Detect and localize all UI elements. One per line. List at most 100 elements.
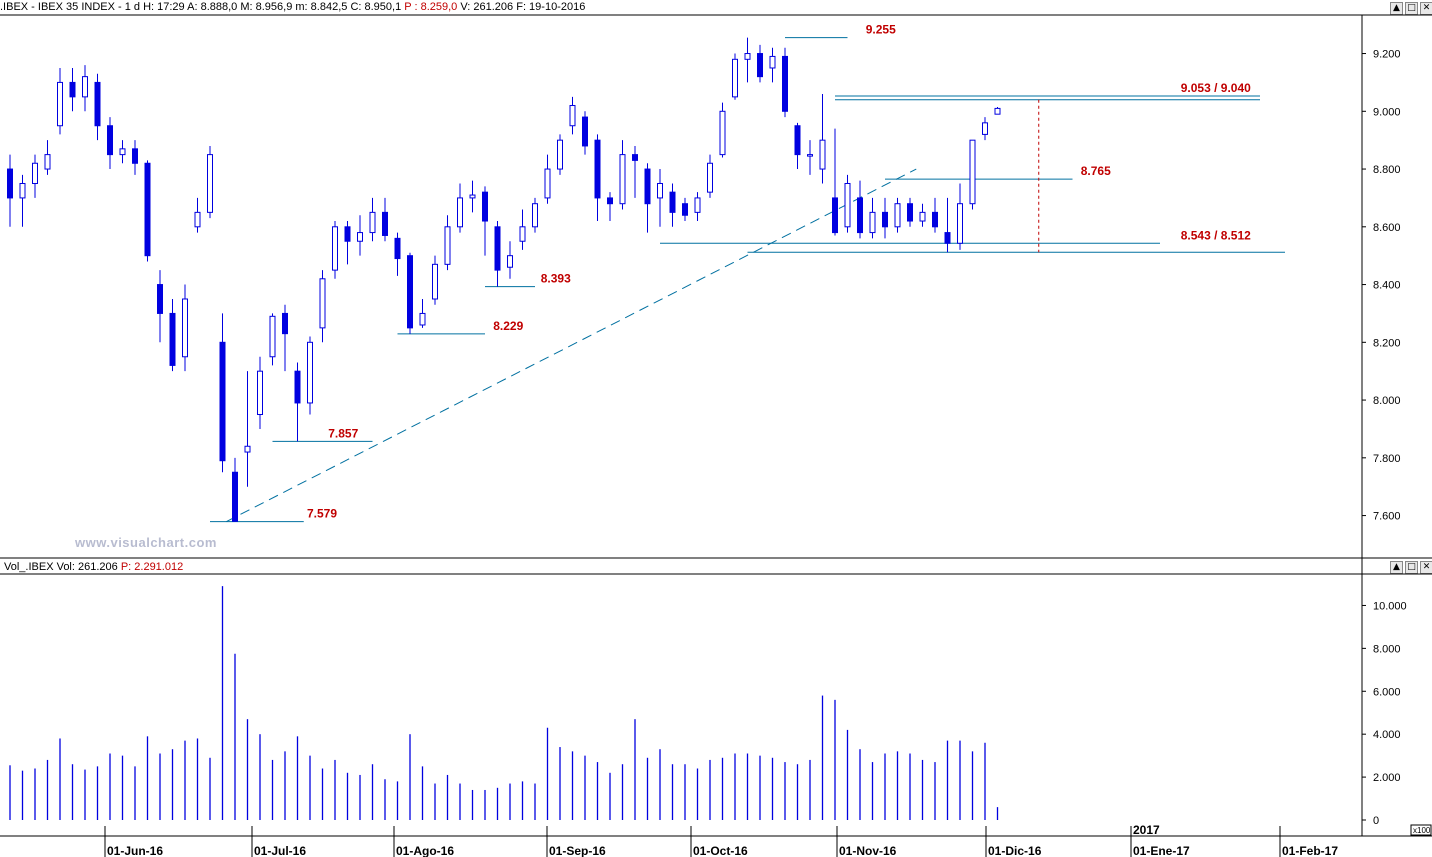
candle-body [44,154,51,170]
price-tick-label: 8.800 [1373,164,1401,176]
candle-body [132,148,138,164]
candle-body [207,154,213,213]
candle-body [882,211,888,228]
candle-body [444,226,451,265]
volume-tick-label: 10.000 [1373,600,1407,612]
candle-body [669,191,676,213]
x-tick-label: 01-Feb-17 [1282,844,1338,857]
candle-body [919,211,926,222]
candle-body [194,211,201,228]
candle-body [769,55,776,69]
candle-body [757,53,763,78]
candle-body [707,162,713,193]
candle-body [982,122,988,135]
candle-body [732,58,738,98]
level-label: 7.579 [307,507,337,521]
level-labels: 9.255 9.053 / 9.040 8.765 8.543 / 8.512 8.39… [307,23,1251,521]
date-label: F: 19-10-2016 [516,1,586,13]
candle-body [232,471,238,522]
candle-body [819,139,826,170]
level-label: 9.255 [866,23,896,37]
volume-tick-label: 6.000 [1373,686,1401,698]
price-tick-label: 9.200 [1373,49,1401,61]
candle-body [394,237,401,260]
min-label: m: 8.842,5 [295,1,348,13]
x-tick-label: 01-Oct-16 [693,844,748,857]
volume-series [9,586,999,820]
candle-body [357,232,363,242]
x-tick-label: 01-Dic-16 [988,844,1042,857]
candle-body [482,191,488,222]
candle-body [82,76,88,98]
candle-body [432,263,438,300]
candle-body [682,203,688,216]
candle-body [907,203,913,222]
candle-body [632,154,638,161]
candle-body [582,116,588,147]
candle-body [744,53,751,60]
candle-body [507,255,513,268]
x-tick-label: 01-Ene-17 [1133,844,1190,857]
candle-body [519,226,526,242]
candle-body [594,139,601,199]
candle-body [182,298,188,358]
volume-tick-label: 4.000 [1373,729,1401,741]
candle-body [344,226,351,242]
candle-body [794,125,801,156]
candle-body [369,211,376,234]
x-tick-label: 01-Jul-16 [254,844,306,857]
candle-body [157,284,163,314]
candle-body [19,182,26,199]
candle-body [319,278,326,329]
candle-body [657,182,663,199]
candle-body [807,154,813,157]
candle-body [57,81,63,127]
guide-lines [210,37,1285,523]
candle-body [94,81,101,127]
candle-body [844,182,851,228]
candle-body [869,211,876,234]
vol-label: V: 261.206 [460,1,514,13]
x-tick-label: 01-Nov-16 [839,844,897,857]
candle-body [169,312,176,366]
level-label: 8.765 [1081,164,1111,178]
candle-body [569,105,576,127]
level-label: 7.857 [328,426,358,440]
price-tick-label: 8.200 [1373,337,1401,349]
watermark: www.visualchart.com [75,535,217,550]
volume-unit-box [1410,824,1432,836]
candle-body [457,197,463,228]
candle-body [7,168,13,199]
period-label: 1 d [124,1,141,13]
candlestick-series [7,37,1001,522]
candle-body [257,370,263,416]
candle-body [619,154,626,205]
candle-body [694,197,701,213]
candle-body [244,445,251,453]
candle-body [332,226,338,271]
candle-body [469,194,476,199]
price-tick-label: 8.000 [1373,395,1401,407]
price-tick-label: 7.800 [1373,453,1401,465]
volume-tick-label: 2.000 [1373,772,1401,784]
x-tick-label: 01-Jun-16 [107,844,163,857]
candle-body [557,139,563,170]
candle-body [957,203,963,244]
candle-body [944,232,951,244]
price-header: .IBEX - IBEX 35 INDEX - 1 d H: 17:29 A: … [0,1,586,13]
volume-unit-label: x100 [1413,826,1431,835]
candle-body [494,226,501,271]
year-marker: 2017 [1133,823,1160,837]
level-label: 9.053 / 9.040 [1181,81,1251,95]
volume-tick-label: 0 [1373,815,1379,827]
level-label: 8.543 / 8.512 [1181,228,1251,242]
price-tick-label: 7.600 [1373,511,1401,523]
candle-body [407,255,413,329]
close-label: C: 8.950,1 [350,1,402,13]
candle-body [832,197,838,234]
candle-body [269,315,276,358]
candle-body [219,341,226,462]
volume-header: Vol_.IBEX Vol: 261.206 P: 2.291.012 [4,560,183,575]
